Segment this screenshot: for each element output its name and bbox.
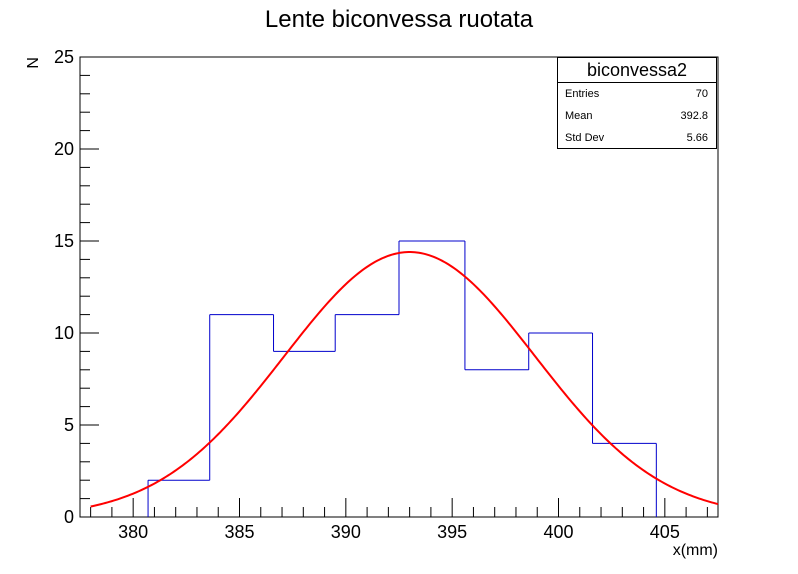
y-tick-label: 25	[54, 47, 74, 67]
plot-frame	[79, 56, 719, 518]
y-tick-label: 5	[64, 415, 74, 435]
gaussian-fit-curve	[90, 251, 719, 508]
stats-label: Mean	[565, 110, 593, 122]
x-tick-label: 390	[331, 522, 361, 542]
x-axis-label: x(mm)	[673, 542, 718, 559]
x-tick-label: 405	[650, 522, 680, 542]
histogram-bars	[147, 240, 657, 517]
chart-title: Lente biconvessa ruotata	[264, 6, 534, 33]
x-tick-label: 395	[437, 522, 467, 542]
x-tick-label: 385	[224, 522, 254, 542]
y-tick-label: 0	[64, 507, 74, 527]
x-tick-label: 400	[543, 522, 573, 542]
y-tick-label: 10	[54, 323, 74, 343]
stats-label: Entries	[565, 88, 600, 100]
stats-value: 70	[695, 88, 708, 100]
stats-label: Std Dev	[565, 132, 605, 144]
stats-value: 5.66	[686, 132, 708, 144]
y-axis-label: N	[25, 57, 42, 69]
x-tick-label: 380	[118, 522, 148, 542]
stats-box-title: biconvessa2	[558, 58, 716, 83]
y-tick-label: 20	[54, 139, 74, 159]
stats-row-stddev: Std Dev 5.66	[558, 127, 716, 149]
stats-value: 392.8	[680, 110, 708, 122]
stats-box: biconvessa2 Entries 70 Mean 392.8 Std De…	[557, 57, 717, 149]
y-tick-label: 15	[54, 231, 74, 251]
y-axis-ticks: 0 5 10 15 20 25	[54, 47, 99, 527]
stats-row-entries: Entries 70	[558, 83, 716, 105]
x-axis-ticks: 380 385 390 395 400 405	[90, 498, 708, 542]
stats-row-mean: Mean 392.8	[558, 105, 716, 127]
